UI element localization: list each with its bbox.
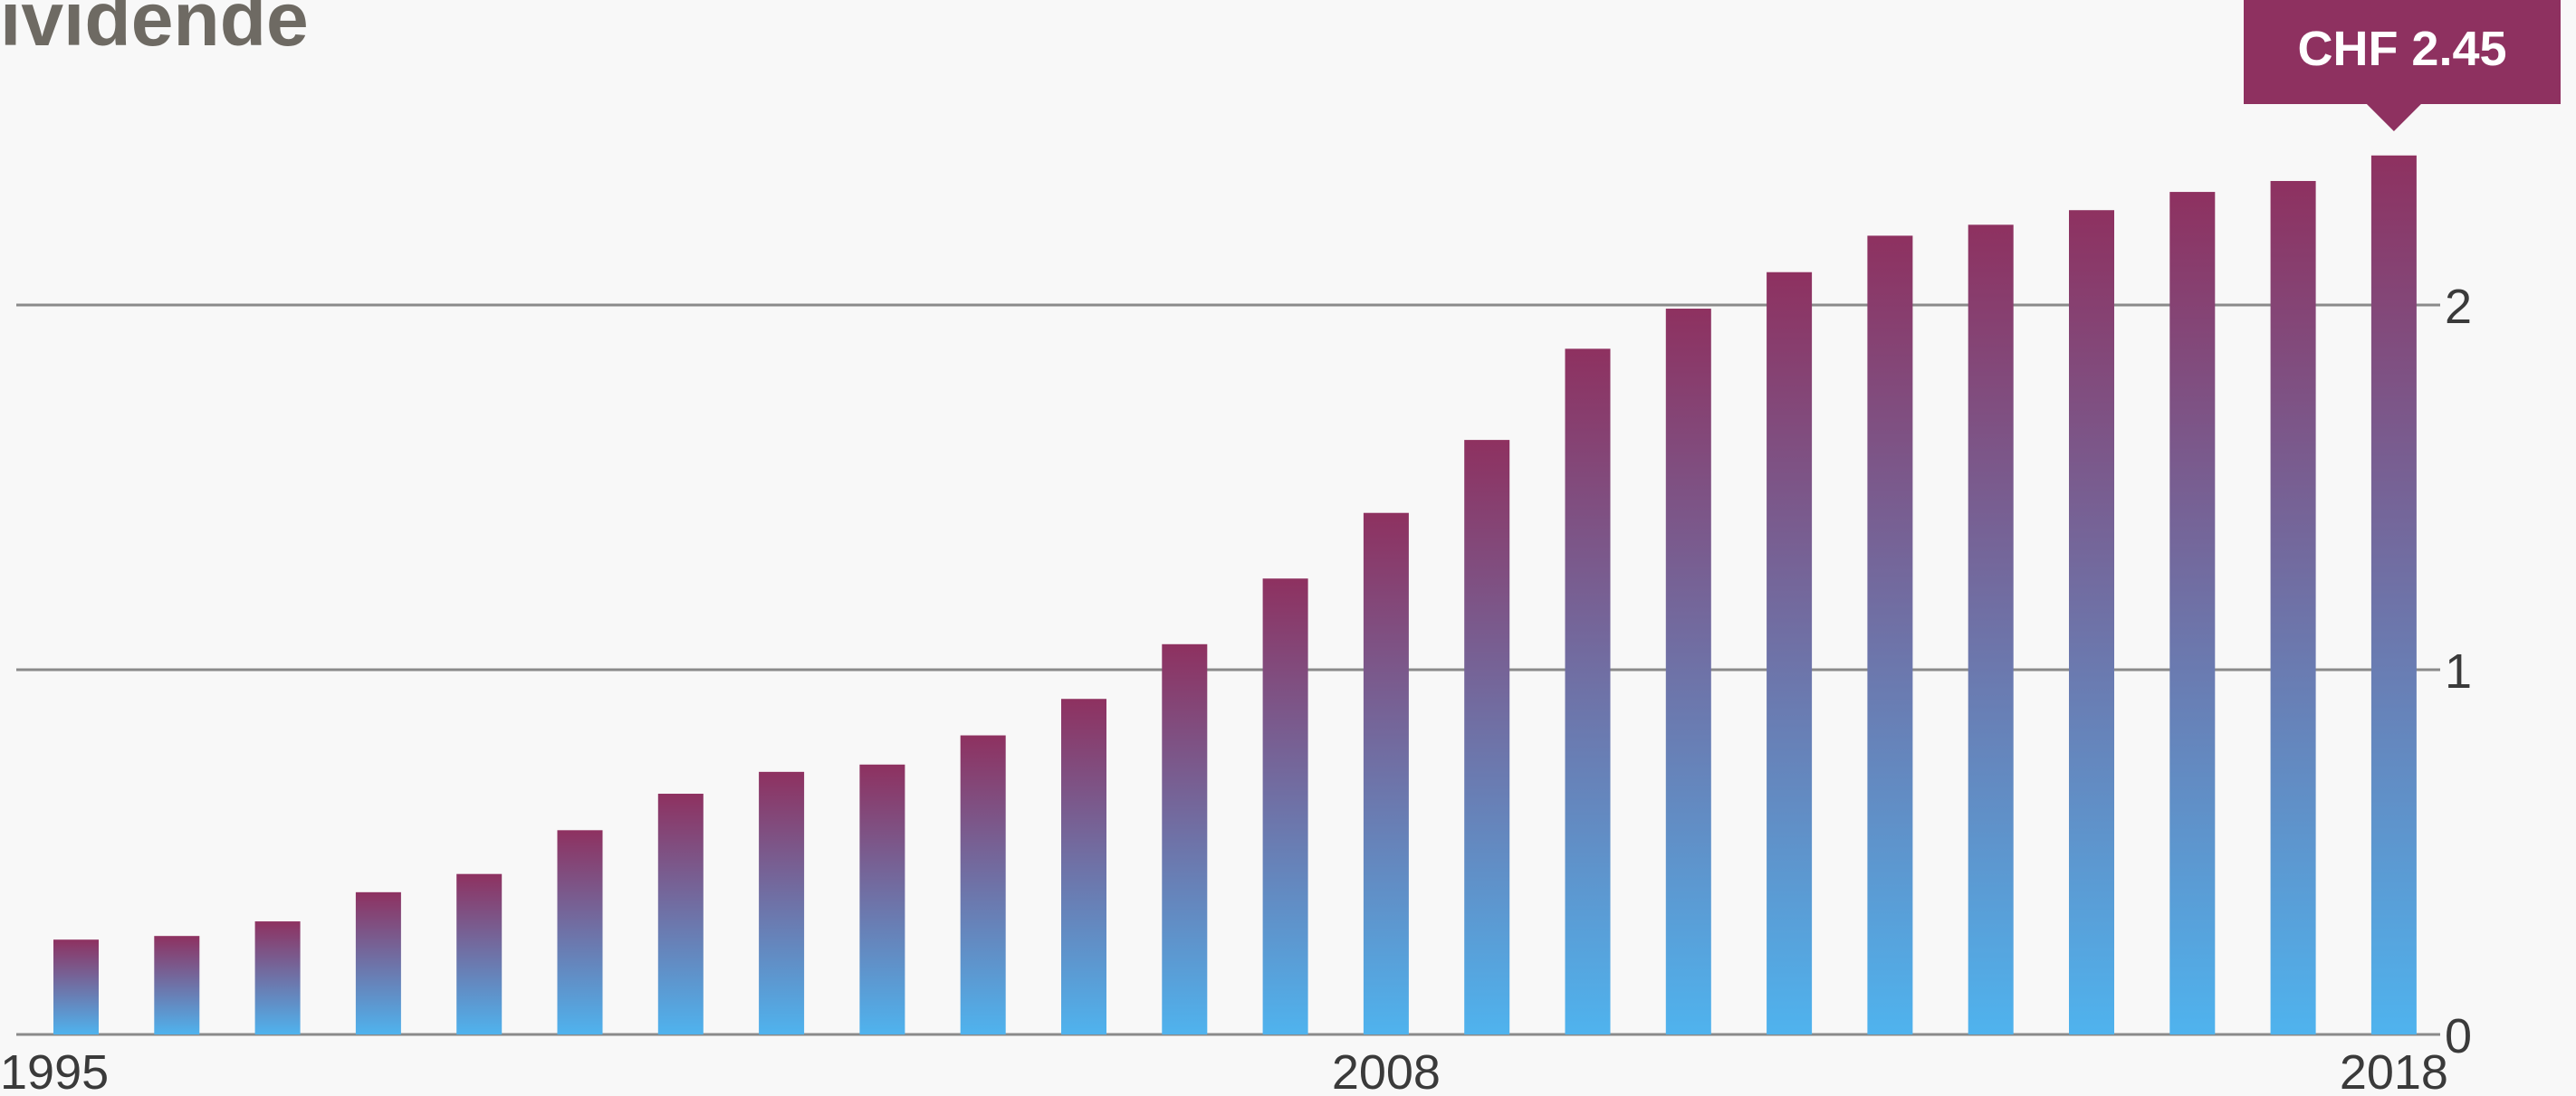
- bar: [1665, 309, 1711, 1034]
- bar: [759, 771, 805, 1034]
- bar: [2069, 210, 2114, 1035]
- y-tick-label: 0: [2445, 1009, 2472, 1063]
- bar: [657, 794, 704, 1034]
- bar: [960, 735, 1006, 1034]
- y-tick-label: 1: [2445, 644, 2472, 699]
- gridlines: [16, 303, 2440, 1036]
- y-axis-ticks: 0 1 2: [2445, 280, 2472, 1063]
- bar: [1162, 643, 1208, 1034]
- bar: [557, 830, 603, 1034]
- callout-label: CHF 2.45: [2297, 22, 2506, 76]
- callout-box: [2244, 0, 2561, 131]
- x-tick-label: 2008: [1332, 1045, 1441, 1096]
- x-axis-ticks: 1995 2008 2018: [0, 1045, 2448, 1096]
- bar: [2169, 192, 2216, 1034]
- bar: [456, 873, 503, 1034]
- bar: [1464, 440, 1510, 1034]
- bar: [1262, 578, 1308, 1034]
- bar: [1565, 348, 1611, 1034]
- bar: [1767, 272, 1813, 1035]
- bar: [2270, 180, 2316, 1035]
- bar: [1867, 235, 1913, 1034]
- bar: [53, 939, 99, 1034]
- chart-title: ividende: [0, 0, 309, 62]
- y-tick-label: 2: [2445, 280, 2472, 334]
- bar: [1968, 224, 2014, 1035]
- bar: [1363, 512, 1409, 1034]
- x-tick-label: 2018: [2340, 1045, 2448, 1096]
- bar: [2370, 155, 2417, 1034]
- bar: [859, 764, 905, 1034]
- bar: [154, 936, 200, 1034]
- x-tick-label: 1995: [0, 1045, 109, 1096]
- bars: [53, 155, 2417, 1035]
- bar: [1061, 699, 1106, 1034]
- value-callout: CHF 2.45: [2244, 0, 2561, 131]
- bar: [355, 891, 401, 1034]
- bar: [254, 921, 301, 1034]
